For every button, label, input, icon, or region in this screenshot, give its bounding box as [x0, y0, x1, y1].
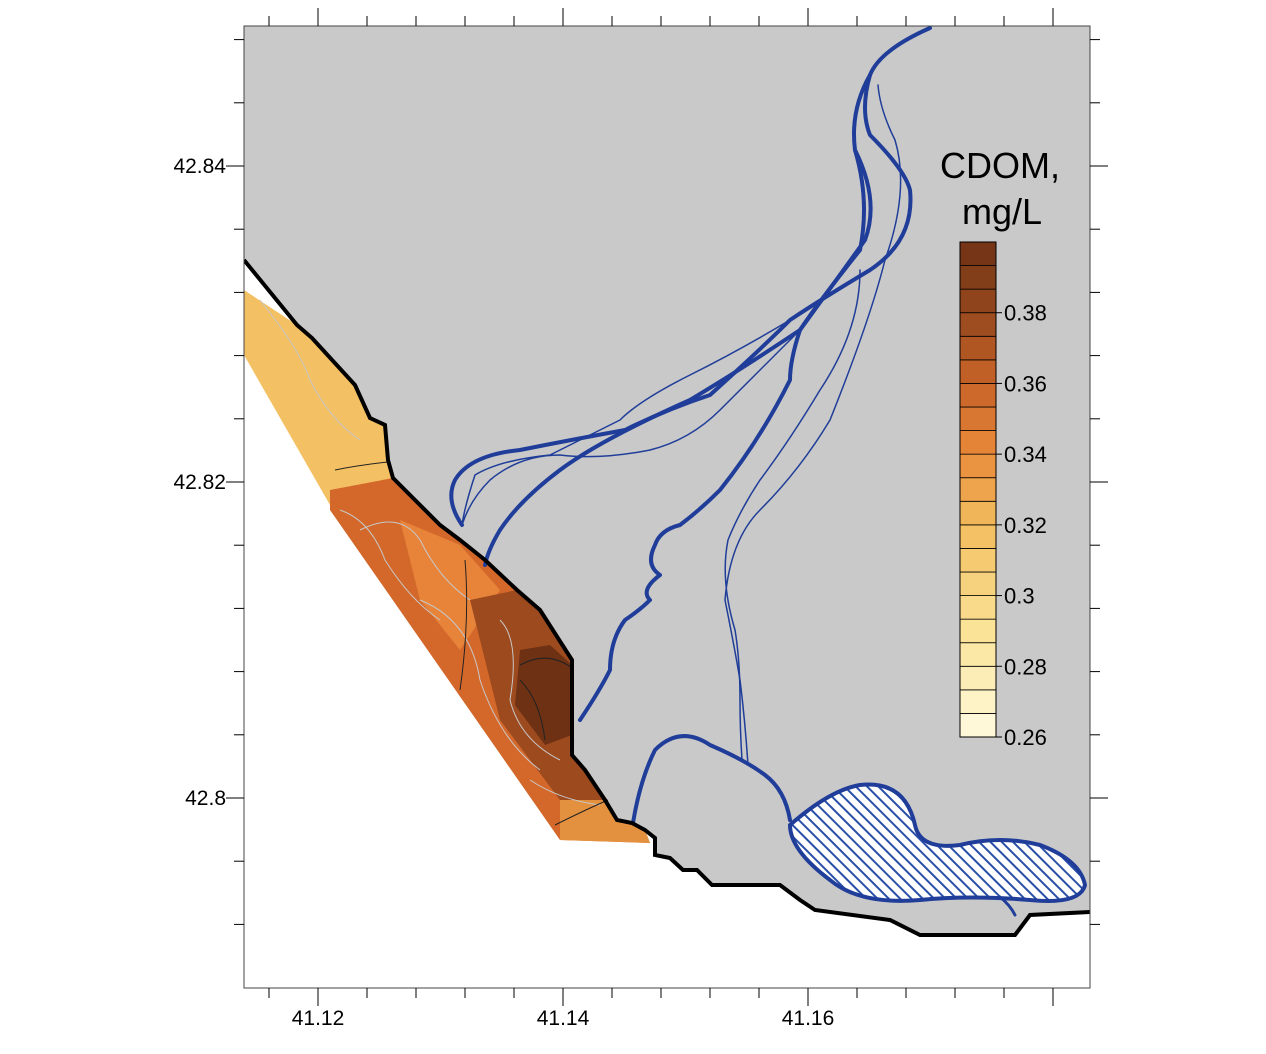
- colorbar-swatch: [959, 524, 997, 549]
- x-tick-label: 41.16: [782, 1007, 835, 1030]
- x-tick-label: 41.14: [537, 1007, 590, 1030]
- contour-line: [529, 779, 601, 806]
- colorbar-title-line2: mg/L: [962, 191, 1042, 232]
- contour-line-dark: [519, 679, 546, 741]
- colorbar-swatch: [959, 453, 997, 479]
- colorbar-title-line1: CDOM,: [940, 145, 1060, 186]
- colorbar-swatch: [959, 689, 997, 714]
- river-channel-thin-1: [724, 84, 902, 766]
- cdom-zone-low-edge: [560, 800, 650, 843]
- colorbar-swatch: [959, 595, 997, 620]
- x-tick-label: 41.12: [292, 1007, 345, 1030]
- contour-line: [259, 299, 361, 441]
- colorbar-label: 0.3: [1004, 584, 1035, 609]
- colorbar-swatch: [959, 500, 997, 526]
- contour-line-dark: [459, 559, 468, 691]
- colorbar-labels: 0.38 0.36 0.34 0.32 0.3 0.28 0.26: [996, 301, 1047, 750]
- colorbar-label: 0.26: [1004, 725, 1047, 750]
- plot-frame: [243, 25, 1091, 989]
- river-channel-main: [449, 26, 932, 527]
- colorbar-label: 0.38: [1004, 301, 1047, 326]
- colorbar-label: 0.32: [1004, 513, 1047, 538]
- colorbar-swatch: [959, 618, 997, 644]
- colorbar-swatch: [959, 265, 997, 290]
- river-channel-thin-4: [461, 329, 801, 526]
- colorbar-swatch: [959, 335, 997, 361]
- colorbar-label: 0.28: [1004, 654, 1047, 679]
- colorbar-swatch: [959, 571, 997, 596]
- colorbar: CDOM, mg/L 0.38 0.36 0.34 0.32 0.3 0.28 0.26: [940, 145, 1060, 750]
- coastline: [244, 258, 1090, 937]
- colorbar-swatch: [959, 288, 997, 314]
- colorbar-swatch: [959, 713, 997, 738]
- cdom-zone-light: [244, 290, 393, 505]
- river-channel-central: [578, 148, 866, 722]
- contour-line-dark: [334, 461, 389, 471]
- river-channel-west: [483, 73, 873, 567]
- river-channel-outlet: [998, 895, 1017, 917]
- y-tick-label: 42.84: [173, 155, 226, 178]
- contour-line: [419, 599, 541, 771]
- colorbar-swatch: [959, 383, 997, 408]
- colorbar-swatch: [959, 406, 997, 431]
- lagoon-hatched: [787, 782, 1088, 903]
- colorbar-swatch: [959, 312, 997, 337]
- colorbar-swatch: [959, 241, 997, 266]
- colorbar-swatch: [959, 665, 997, 691]
- y-tick-label: 42.8: [185, 787, 226, 810]
- y-tick-label: 42.82: [173, 471, 226, 494]
- colorbar-swatch: [959, 359, 997, 384]
- colorbar-label: 0.36: [1004, 371, 1047, 396]
- colorbar-swatch: [959, 642, 997, 667]
- colorbar-swatch: [959, 430, 997, 455]
- contour-line: [499, 619, 561, 761]
- contour-line-dark: [519, 657, 573, 669]
- river-channel-south: [631, 734, 792, 825]
- river-channel-thin-3: [461, 319, 791, 526]
- river-channel-thin-2: [724, 269, 861, 761]
- river-network: [449, 26, 1017, 917]
- colorbar-swatch: [959, 477, 997, 502]
- cdom-zone-darkest: [515, 645, 572, 745]
- colorbar-swatch: [959, 548, 997, 573]
- colorbar-border: [959, 241, 997, 738]
- axis-tick-labels: 41.12 41.14 41.16 42.84 42.82 42.8: [173, 155, 834, 1030]
- contour-line: [359, 521, 471, 601]
- colorbar-label: 0.34: [1004, 442, 1047, 467]
- contour-line: [339, 509, 441, 621]
- axis-ticks: [226, 8, 1108, 1006]
- sea-area: [244, 260, 1090, 988]
- colorbar-swatches: [959, 241, 997, 738]
